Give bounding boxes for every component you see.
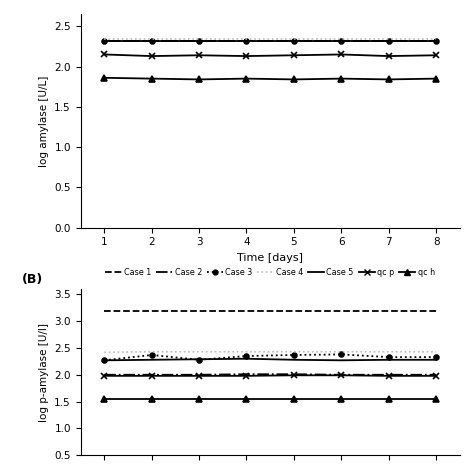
Y-axis label: log p-amylase [U/l]: log p-amylase [U/l]	[39, 323, 49, 421]
Y-axis label: log amylase [U/L]: log amylase [U/L]	[39, 75, 49, 166]
Legend: Case 1, Case 2, Case 3, Case 4, Case 5, qc p, qc h: Case 1, Case 2, Case 3, Case 4, Case 5, …	[102, 265, 438, 281]
Text: (B): (B)	[22, 273, 43, 285]
X-axis label: Time [days]: Time [days]	[237, 253, 303, 263]
